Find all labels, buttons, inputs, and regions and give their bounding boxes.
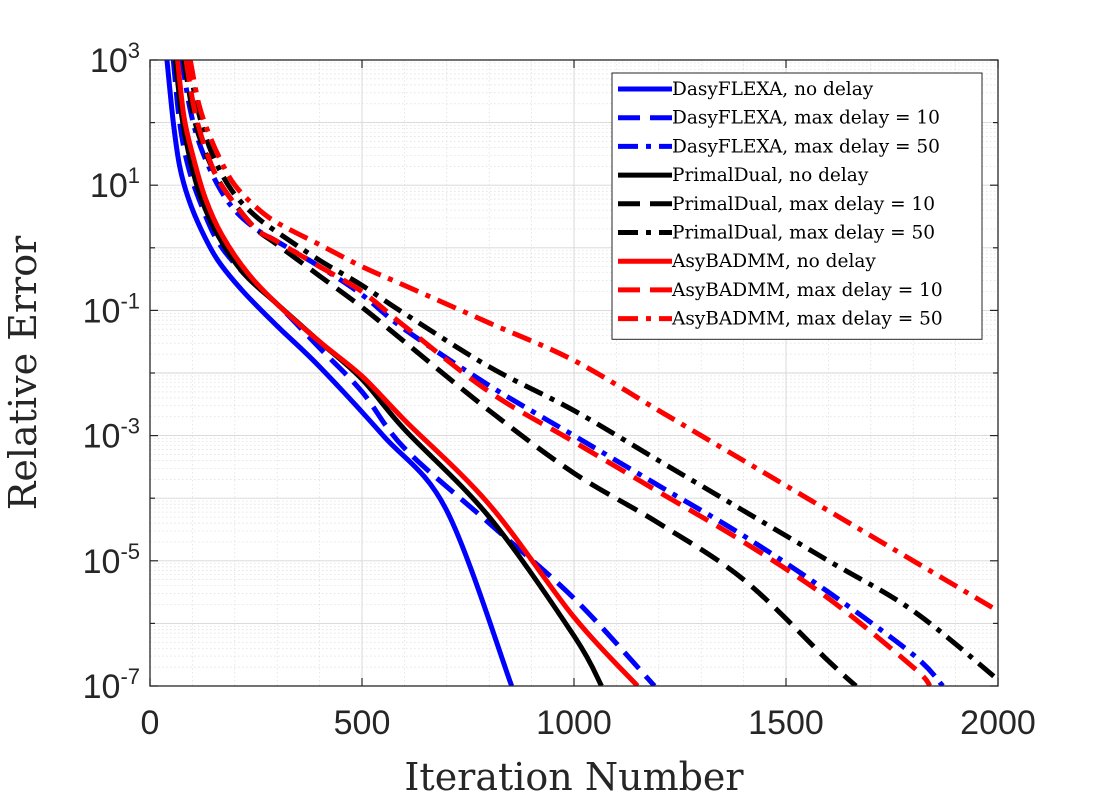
x-tick-label: 2000 [960, 704, 1036, 742]
x-tick-label: 500 [334, 704, 391, 742]
series-line-1 [164, 60, 515, 686]
legend-box [611, 72, 983, 340]
axis-ticks [149, 59, 999, 687]
y-tick-label: 10-7 [83, 664, 140, 706]
series-line-8 [183, 60, 933, 686]
legend-label: AsyBADMM, max delay = 50 [671, 309, 943, 330]
x-tick-label: 0 [141, 704, 160, 742]
y-tick-exponent: -7 [120, 664, 140, 689]
x-axis-label: Iteration Number [404, 755, 744, 799]
legend: DasyFLEXA, no delay DasyFLEXA, max delay … [611, 72, 983, 340]
series-line-7 [175, 60, 640, 686]
y-tick-exponent: -3 [120, 414, 140, 439]
x-tick-label: 1000 [536, 704, 612, 742]
legend-label: PrimalDual, max delay = 50 [672, 223, 935, 244]
y-tick-label: 10-1 [83, 288, 140, 330]
legend-label: AsyBADMM, max delay = 10 [671, 280, 943, 301]
y-tick-label: 10-3 [83, 414, 140, 456]
legend-label: DasyFLEXA, no delay [672, 79, 874, 100]
y-tick-label: 101 [90, 163, 140, 205]
y-axis-label: Relative Error [1, 235, 45, 510]
y-tick-exponent: 3 [128, 38, 140, 63]
legend-label: PrimalDual, no delay [672, 165, 869, 186]
series-line-9 [187, 60, 998, 614]
legend-label: DasyFLEXA, max delay = 50 [672, 136, 940, 157]
y-tick-label: 103 [90, 38, 140, 80]
y-tick-exponent: -1 [120, 288, 140, 313]
x-tick-label: 1500 [748, 704, 824, 742]
legend-label: AsyBADMM, no delay [671, 251, 876, 272]
y-tick-base: 10 [90, 42, 128, 80]
series-line-3 [179, 60, 945, 686]
y-tick-base: 10 [90, 167, 128, 205]
y-tick-label: 10-5 [83, 539, 140, 581]
series-line-6 [185, 60, 998, 682]
x-tick-labels: 0 500 1000 1500 2000 [141, 704, 1036, 742]
y-tick-base: 10 [83, 418, 121, 456]
major-grid [150, 60, 998, 686]
y-tick-base: 10 [83, 292, 121, 330]
series-layer [164, 60, 998, 686]
y-tick-base: 10 [83, 543, 121, 581]
legend-label: DasyFLEXA, max delay = 10 [672, 108, 940, 129]
legend-label: PrimalDual, max delay = 10 [672, 194, 935, 215]
y-tick-base: 10 [83, 668, 121, 706]
y-tick-exponent: -5 [120, 539, 140, 564]
y-tick-exponent: 1 [128, 163, 140, 188]
